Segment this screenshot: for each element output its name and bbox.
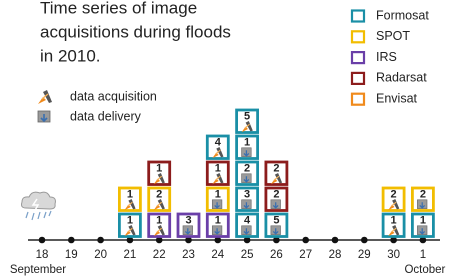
box-number: 4 xyxy=(215,136,222,148)
box-number: 2 xyxy=(244,162,250,174)
day-label: 18 xyxy=(36,249,49,261)
icon-shape xyxy=(38,97,46,104)
box-number: 5 xyxy=(273,214,279,226)
icon-legend-label: data acquisition xyxy=(70,89,157,103)
day-dot xyxy=(332,237,339,244)
box-number: 1 xyxy=(244,136,250,148)
delivery-icon xyxy=(38,111,50,122)
box-number: 1 xyxy=(127,214,133,226)
box-number: 1 xyxy=(215,162,221,174)
day-label: 27 xyxy=(299,249,312,261)
legend-swatch xyxy=(352,73,364,84)
legend-swatch xyxy=(352,31,364,42)
box-number: 2 xyxy=(420,188,426,200)
delivery-icon xyxy=(417,226,427,235)
box-number: 1 xyxy=(215,188,221,200)
day-label: 26 xyxy=(270,249,283,261)
icon-legend-label: data delivery xyxy=(70,109,142,123)
delivery-icon xyxy=(183,226,193,235)
legend-label: Formosat xyxy=(376,8,429,22)
flood-cloud-icon xyxy=(22,192,56,220)
box-number: 2 xyxy=(273,188,279,200)
delivery-icon xyxy=(271,226,281,235)
box-number: 2 xyxy=(273,162,279,174)
day-label: 30 xyxy=(387,249,400,261)
box-number: 2 xyxy=(156,188,162,200)
day-label: 24 xyxy=(211,249,224,261)
delivery-icon xyxy=(242,226,252,235)
box-number: 3 xyxy=(185,214,191,226)
day-label: 1 xyxy=(420,249,426,261)
delivery-icon xyxy=(212,226,222,235)
day-dot xyxy=(302,237,309,244)
legend-label: Radarsat xyxy=(376,71,427,85)
day-label: 25 xyxy=(241,249,254,261)
box-number: 1 xyxy=(156,214,162,226)
day-label: 23 xyxy=(182,249,195,261)
day-dot xyxy=(97,237,104,244)
box-number: 3 xyxy=(244,188,250,200)
day-dot xyxy=(68,237,75,244)
box-number: 1 xyxy=(391,214,397,226)
title-line: acquisitions during floods xyxy=(40,22,231,41)
title-line: in 2010. xyxy=(40,46,101,65)
day-label: 28 xyxy=(329,249,342,261)
box-number: 1 xyxy=(156,162,162,174)
box-number: 5 xyxy=(244,110,250,122)
day-label: 21 xyxy=(124,249,137,261)
delivery-icon xyxy=(242,148,252,157)
box-number: 2 xyxy=(391,188,397,200)
box-number: 1 xyxy=(127,188,133,200)
day-dot xyxy=(361,237,368,244)
day-label: 22 xyxy=(153,249,166,261)
legend-swatch xyxy=(352,94,364,105)
month-label: October xyxy=(404,264,445,276)
legend-swatch xyxy=(352,11,364,22)
day-dot xyxy=(39,237,46,244)
delivery-icon xyxy=(212,200,222,209)
delivery-icon xyxy=(242,200,252,209)
legend-label: SPOT xyxy=(376,29,410,43)
day-label: 20 xyxy=(94,249,107,261)
delivery-icon xyxy=(271,200,281,209)
infographic: Time series of image acquisitions during … xyxy=(0,0,465,277)
title-line: Time series of image xyxy=(40,0,197,17)
box-number: 1 xyxy=(215,214,221,226)
day-label: 19 xyxy=(65,249,78,261)
legend-swatch xyxy=(352,52,364,63)
delivery-icon xyxy=(417,200,427,209)
legend-label: Envisat xyxy=(376,91,418,105)
delivery-icon xyxy=(242,174,252,183)
box-number: 1 xyxy=(420,214,426,226)
day-label: 29 xyxy=(358,249,371,261)
legend-label: IRS xyxy=(376,50,397,64)
month-label: September xyxy=(10,264,66,276)
title: Time series of image acquisitions during … xyxy=(40,0,231,65)
acquisition-icon xyxy=(38,90,52,104)
box-number: 4 xyxy=(244,214,251,226)
